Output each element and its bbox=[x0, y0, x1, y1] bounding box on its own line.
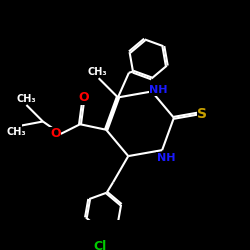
Text: NH: NH bbox=[157, 153, 176, 163]
Text: CH₃: CH₃ bbox=[7, 127, 26, 137]
Text: S: S bbox=[197, 107, 207, 121]
Text: O: O bbox=[50, 128, 60, 140]
Text: CH₃: CH₃ bbox=[88, 67, 107, 77]
Text: O: O bbox=[78, 91, 89, 104]
Text: CH₃: CH₃ bbox=[16, 94, 36, 104]
Text: Cl: Cl bbox=[94, 240, 107, 250]
Text: NH: NH bbox=[150, 85, 168, 95]
